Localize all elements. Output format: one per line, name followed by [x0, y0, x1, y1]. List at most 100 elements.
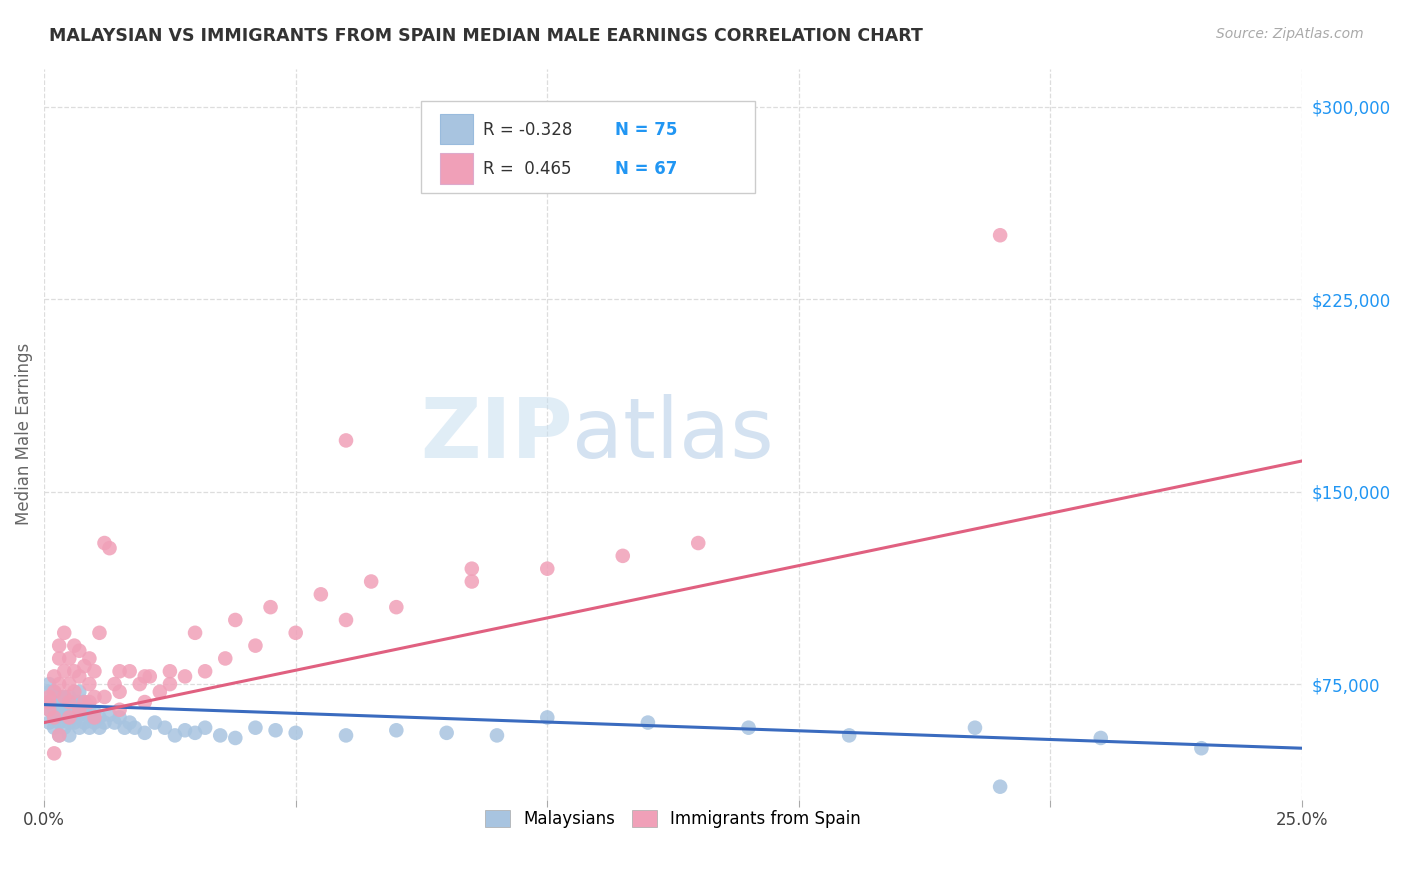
Point [737, 721, 759, 735]
Point [309, 587, 332, 601]
Point [485, 728, 508, 742]
Point [149, 685, 172, 699]
Point [53, 721, 76, 735]
Point [63, 715, 86, 730]
Text: atlas: atlas [572, 393, 775, 475]
Point [194, 665, 217, 679]
Point [134, 669, 156, 683]
Text: ZIP: ZIP [420, 393, 572, 475]
Point [48, 651, 70, 665]
Point [67, 721, 90, 735]
Point [536, 562, 558, 576]
Point [89, 625, 111, 640]
Text: Source: ZipAtlas.com: Source: ZipAtlas.com [1216, 27, 1364, 41]
Point [63, 700, 86, 714]
Point [153, 721, 176, 735]
Point [536, 710, 558, 724]
Point [67, 644, 90, 658]
Text: MALAYSIAN VS IMMIGRANTS FROM SPAIN MEDIAN MALE EARNINGS CORRELATION CHART: MALAYSIAN VS IMMIGRANTS FROM SPAIN MEDIA… [49, 27, 924, 45]
Point [224, 731, 246, 745]
Point [114, 721, 136, 735]
Point [83, 715, 105, 730]
Point [53, 665, 76, 679]
Point [93, 536, 115, 550]
Point [53, 706, 76, 720]
Point [58, 651, 80, 665]
Text: R =  0.465: R = 0.465 [484, 161, 572, 178]
Point [128, 677, 150, 691]
Point [53, 710, 76, 724]
Point [79, 651, 101, 665]
Point [612, 549, 634, 563]
Point [108, 685, 131, 699]
FancyBboxPatch shape [422, 102, 755, 193]
Point [93, 690, 115, 704]
Point [79, 710, 101, 724]
Point [79, 677, 101, 691]
Point [44, 685, 66, 699]
Point [637, 715, 659, 730]
Point [67, 695, 90, 709]
Point [63, 665, 86, 679]
Point [143, 715, 166, 730]
Point [44, 703, 66, 717]
Point [48, 639, 70, 653]
Point [67, 703, 90, 717]
Point [124, 721, 146, 735]
Point [118, 715, 141, 730]
Point [83, 710, 105, 724]
Point [73, 659, 96, 673]
Point [284, 726, 307, 740]
Point [44, 710, 66, 724]
Point [38, 715, 60, 730]
Point [58, 677, 80, 691]
Point [385, 600, 408, 615]
Point [988, 780, 1011, 794]
Point [174, 723, 197, 738]
Point [134, 695, 156, 709]
Point [73, 703, 96, 717]
Point [103, 677, 125, 691]
Point [63, 639, 86, 653]
Point [53, 625, 76, 640]
Point [79, 700, 101, 714]
Point [108, 665, 131, 679]
Point [1189, 741, 1212, 756]
Point [259, 600, 281, 615]
Point [139, 669, 162, 683]
Point [688, 536, 710, 550]
Point [63, 695, 86, 709]
Point [284, 625, 307, 640]
Point [58, 728, 80, 742]
Point [98, 707, 121, 722]
Point [184, 726, 207, 740]
Point [73, 695, 96, 709]
Point [53, 690, 76, 704]
Point [103, 715, 125, 730]
Point [83, 706, 105, 720]
Point [436, 726, 458, 740]
Point [159, 677, 181, 691]
Point [245, 721, 267, 735]
Point [48, 715, 70, 730]
Point [163, 728, 186, 742]
Point [73, 715, 96, 730]
Point [58, 690, 80, 704]
Point [58, 703, 80, 717]
Point [58, 695, 80, 709]
Point [108, 710, 131, 724]
Point [838, 728, 860, 742]
Point [48, 728, 70, 742]
Point [48, 690, 70, 704]
Point [988, 228, 1011, 243]
Point [44, 695, 66, 709]
Text: #ddeeff: #ddeeff [527, 400, 820, 468]
Point [44, 669, 66, 683]
Point [108, 703, 131, 717]
Point [38, 677, 60, 691]
Point [44, 747, 66, 761]
Point [83, 690, 105, 704]
Point [73, 695, 96, 709]
Point [58, 715, 80, 730]
Point [83, 665, 105, 679]
